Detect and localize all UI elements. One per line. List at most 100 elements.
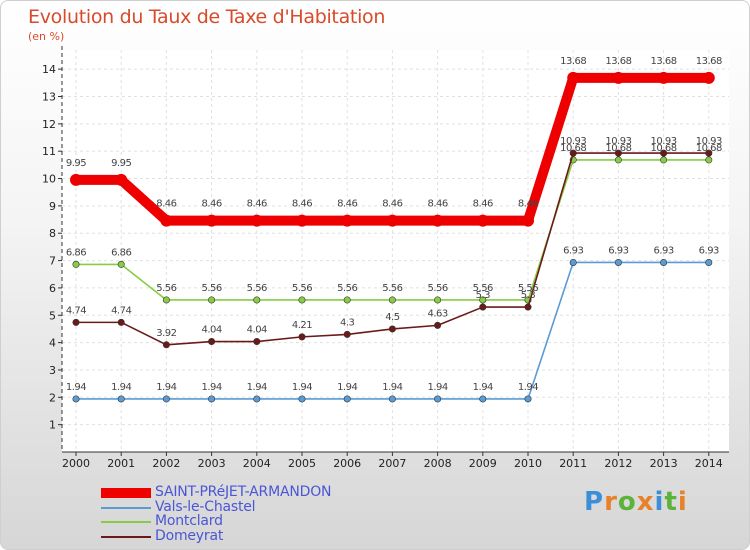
series-point [162,296,170,304]
series-point [343,330,351,338]
data-label: 6.93 [563,245,583,256]
series-point [476,214,489,227]
x-tick-label: 2014 [695,457,723,470]
series-point [660,149,668,157]
plot-area [62,50,729,452]
y-tick-label: 7 [49,255,56,268]
y-tick-label: 12 [42,118,56,131]
series-point [208,296,216,304]
series-point [434,296,442,304]
series-point [160,214,173,227]
data-label: 6.86 [66,247,86,258]
data-label: 9.95 [111,158,131,169]
data-label: 13.68 [651,56,677,67]
x-tick-label: 2013 [650,457,678,470]
series-point [705,156,713,164]
series-point [72,260,80,268]
series-point [660,156,668,164]
series-point [569,149,577,157]
series-point [614,156,622,164]
data-label: 5.56 [156,283,176,294]
data-label: 10.68 [651,143,677,154]
data-label: 4.74 [66,305,86,316]
series-point [115,173,128,186]
series-point [205,214,218,227]
data-label: 1.94 [201,382,221,393]
series-point [162,341,170,349]
data-label: 5.56 [247,283,267,294]
data-label: 4.21 [292,320,312,331]
series-point [208,395,216,403]
x-tick-label: 2006 [333,457,361,470]
series-point [117,318,125,326]
series-point [388,296,396,304]
series-point [660,258,668,266]
data-label: 1.94 [156,382,176,393]
data-label: 5.3 [521,290,536,301]
x-tick-label: 2009 [469,457,497,470]
grid [62,50,729,452]
series-point [253,296,261,304]
data-label: 6.93 [653,245,673,256]
series-lines [70,71,715,403]
series-point [298,296,306,304]
x-tick-label: 2002 [152,457,180,470]
series-point [479,395,487,403]
data-label: 1.94 [111,382,131,393]
x-tick-label: 2001 [107,457,135,470]
y-tick-label: 13 [42,90,56,103]
series-point [524,395,532,403]
data-label: 3.92 [156,328,176,339]
data-label: 10.93 [560,136,586,147]
data-label: 8.46 [473,199,493,210]
series-point [72,318,80,326]
series-point [253,338,261,346]
logo-letter: P [584,487,605,517]
data-label: 10.93 [651,136,677,147]
data-label: 5.56 [473,283,493,294]
x-tick-label: 2004 [243,457,271,470]
x-tick-label: 2003 [198,457,226,470]
series-point [343,296,351,304]
data-label: 10.93 [696,136,722,147]
series-point [434,395,442,403]
series-point [657,71,670,84]
y-tick-label: 10 [42,173,56,186]
y-tick-label: 14 [42,63,56,76]
data-label: 4.04 [201,325,221,336]
x-tick-label: 2005 [288,457,316,470]
series-point [614,258,622,266]
x-tick-label: 2011 [559,457,587,470]
series-point [343,395,351,403]
data-label: 1.94 [518,382,538,393]
data-label: 1.94 [247,382,267,393]
series-point [524,303,532,311]
data-label: 6.93 [608,245,628,256]
series-point [702,71,715,84]
data-labels: 9.95 9.95 8.46 8.46 8.46 8.46 8.46 8.46 8.46 8.46… [66,56,723,393]
x-tick-label: 2012 [604,457,632,470]
series-point [298,333,306,341]
legend-label: SAINT-PRéJET-ARMANDON [155,484,332,500]
data-label: 5.3 [476,290,491,301]
data-label: 1.94 [66,382,86,393]
series-point [70,173,82,186]
data-label: 4.3 [340,317,355,328]
proxiti-logo: Proxiti [584,487,688,517]
series-point [388,395,396,403]
data-label: 1.94 [473,382,493,393]
x-tick-label: 2000 [62,457,90,470]
data-label: 4.63 [427,308,447,319]
y-tick-label: 2 [49,391,56,404]
data-label: 1.94 [382,382,402,393]
series-point [431,214,444,227]
series-point [298,395,306,403]
data-label: 5.56 [201,283,221,294]
data-label: 8.46 [382,199,402,210]
series-point [341,214,354,227]
logo-letter: x [636,487,655,517]
series-point [522,214,534,227]
data-label: 8.46 [518,199,538,210]
